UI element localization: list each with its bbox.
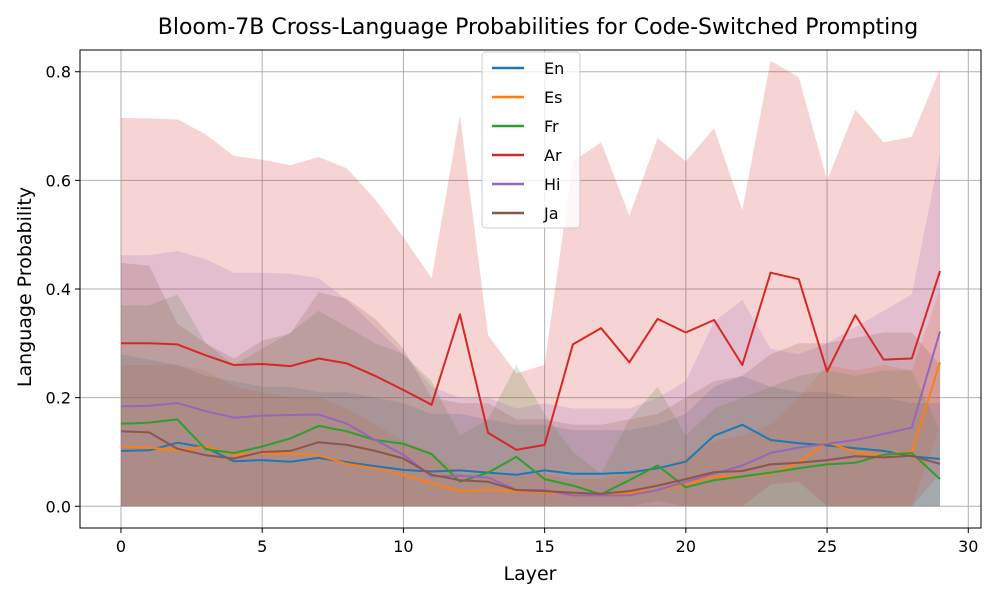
y-tick-label: 0.4 [46,280,71,299]
series-lines [120,270,941,497]
legend-label-ja: Ja [543,204,559,223]
legend-label-fr: Fr [544,117,559,136]
y-tick-label: 0.2 [46,389,71,408]
chart-title: Bloom-7B Cross-Language Probabilities fo… [158,15,918,40]
x-tick-label: 25 [817,537,837,556]
line-fr [120,418,941,496]
band-hi [121,153,940,507]
legend-label-hi: Hi [544,175,560,194]
line-ja [120,430,941,495]
legend-label-es: Es [544,88,562,107]
x-tick-label: 30 [958,537,978,556]
line-ar [121,270,941,451]
band-es [121,289,940,507]
y-axis-ticks: 0.0 0.2 0.4 0.6 0.8 [46,63,80,516]
y-tick-label: 0.0 [46,497,71,516]
x-tick-label: 15 [534,537,554,556]
x-tick-label: 20 [676,537,696,556]
band-ar [121,60,940,507]
x-tick-label: 10 [393,537,413,556]
y-tick-label: 0.8 [46,63,71,82]
band-fr [121,294,940,507]
legend-box [481,51,581,229]
legend: En Es Fr Ar Hi Ja [481,51,581,229]
x-axis-ticks: 0 5 10 15 20 25 30 [116,528,978,556]
x-tick-label: 5 [257,537,267,556]
legend-label-en: En [544,59,564,78]
x-tick-label: 0 [116,537,126,556]
legend-label-ar: Ar [544,146,562,165]
x-axis-label: Layer [504,563,557,585]
line-en [120,423,941,476]
y-tick-label: 0.6 [46,171,71,190]
band-ja [121,262,940,507]
y-axis-label: Language Probability [14,187,36,387]
